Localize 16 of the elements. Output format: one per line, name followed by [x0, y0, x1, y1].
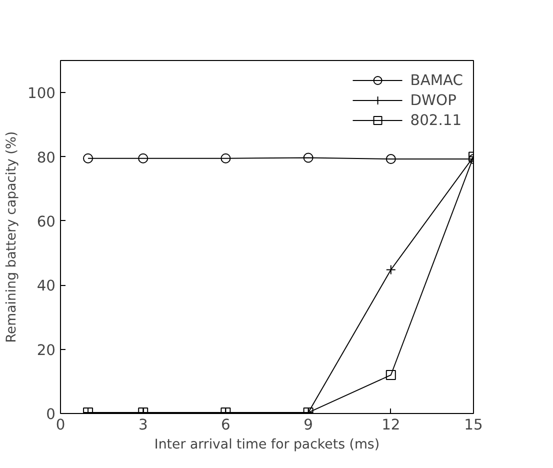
x-tick-label: 3	[138, 416, 148, 434]
y-tick-label: 0	[46, 406, 56, 423]
x-tick-label: 6	[221, 416, 230, 434]
y-tick-label: 20	[36, 342, 56, 359]
y-tick-label: 100	[28, 85, 56, 102]
x-tick-label: 9	[304, 416, 313, 434]
y-axis-title: Remaining battery capacity (%)	[4, 131, 20, 343]
y-tick-label: 40	[36, 278, 56, 295]
legend-label: 802.11	[410, 112, 462, 128]
x-tick-label: 12	[382, 416, 400, 434]
legend-label: BAMAC	[410, 72, 463, 88]
legend-label: DWOP	[410, 92, 456, 108]
y-tick-label: 60	[36, 213, 56, 230]
y-tick-label: 80	[36, 149, 56, 166]
x-tick-label: 15	[464, 416, 483, 434]
x-axis-title: Inter arrival time for packets (ms)	[154, 438, 380, 452]
